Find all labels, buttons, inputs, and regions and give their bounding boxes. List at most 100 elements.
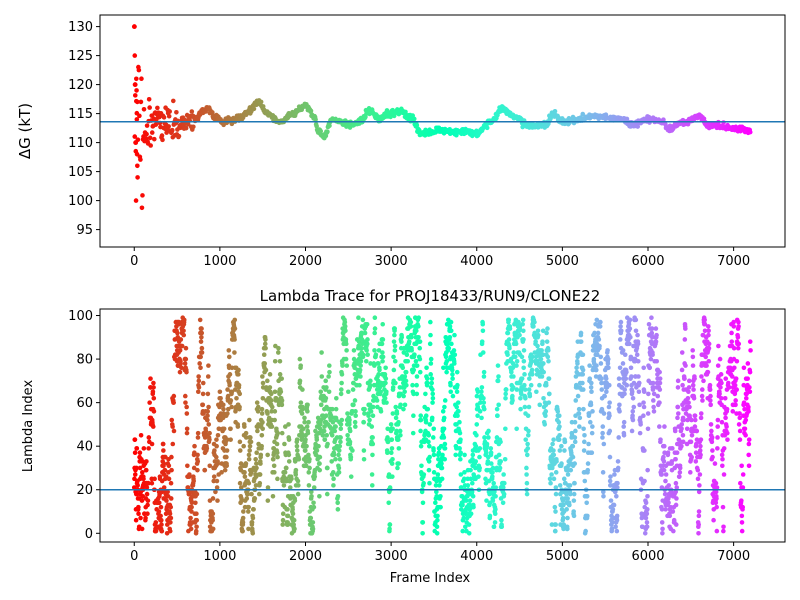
lambda-point bbox=[449, 341, 454, 347]
lambda-point bbox=[716, 343, 721, 349]
lambda-point bbox=[402, 374, 408, 379]
lambda-point bbox=[633, 328, 639, 334]
lambda-point bbox=[398, 432, 403, 438]
lambda-point bbox=[599, 376, 604, 381]
lambda-point bbox=[525, 441, 530, 447]
delta-g-y-ticks: 95 100 105 110 115 120 125 130 bbox=[68, 20, 100, 238]
lambda-point bbox=[499, 517, 504, 523]
lambda-point bbox=[314, 448, 320, 453]
lambda-point bbox=[302, 419, 307, 425]
lambda-point bbox=[570, 454, 576, 460]
lambda-point bbox=[481, 395, 486, 401]
lambda-point bbox=[292, 526, 297, 532]
lambda-point bbox=[428, 319, 433, 325]
lambda-point bbox=[535, 343, 540, 349]
delta-g-point bbox=[169, 127, 175, 133]
lambda-point bbox=[394, 411, 400, 416]
lambda-point bbox=[198, 365, 203, 371]
lambda-point bbox=[709, 428, 714, 434]
lambda-point bbox=[416, 335, 421, 340]
lambda-point bbox=[702, 328, 708, 334]
lambda-point bbox=[506, 317, 512, 323]
lambda-point bbox=[262, 341, 268, 347]
lambda-point bbox=[644, 524, 650, 530]
lambda-point bbox=[746, 441, 752, 447]
lambda-point bbox=[138, 432, 144, 438]
lambda-point bbox=[463, 498, 469, 503]
lambda-point bbox=[303, 463, 309, 469]
lambda-point bbox=[348, 474, 354, 479]
lambda-point bbox=[351, 348, 357, 353]
lambda-point bbox=[390, 426, 395, 432]
lambda-point bbox=[616, 376, 622, 381]
lambda-point bbox=[179, 365, 184, 371]
lambda-point bbox=[468, 476, 474, 482]
lambda-point bbox=[659, 507, 665, 512]
lambda-point bbox=[272, 409, 278, 414]
lambda-point bbox=[221, 406, 226, 412]
lambda-point bbox=[206, 363, 211, 368]
lambda-point bbox=[403, 378, 409, 384]
lambda-point bbox=[546, 358, 551, 364]
lambda-point bbox=[589, 430, 595, 436]
lambda-point bbox=[360, 317, 366, 323]
lambda-point bbox=[189, 504, 194, 510]
lambda-point bbox=[590, 424, 595, 429]
lambda-point bbox=[745, 361, 751, 366]
lambda-point bbox=[439, 465, 445, 471]
x-tick-label: 4000 bbox=[460, 254, 493, 269]
lambda-point bbox=[653, 326, 659, 331]
lambda-point bbox=[249, 470, 254, 475]
lambda-point bbox=[192, 450, 197, 456]
lambda-point bbox=[390, 474, 395, 479]
x-tick-label: 3000 bbox=[375, 254, 408, 269]
lambda-point bbox=[466, 530, 472, 536]
lambda-point bbox=[561, 502, 566, 508]
lambda-point bbox=[746, 409, 751, 414]
lambda-point bbox=[430, 435, 436, 440]
lambda-point bbox=[525, 413, 531, 419]
lambda-point bbox=[458, 456, 463, 462]
lambda-point bbox=[396, 437, 401, 442]
lambda-point bbox=[437, 483, 442, 488]
lambda-point bbox=[547, 476, 553, 482]
lambda-point bbox=[679, 350, 685, 355]
lambda-point bbox=[679, 422, 685, 427]
lambda-point bbox=[249, 491, 254, 497]
lambda-point bbox=[169, 454, 174, 460]
lambda-point bbox=[383, 365, 388, 371]
lambda-point bbox=[280, 517, 286, 523]
lambda-point bbox=[376, 348, 382, 353]
lambda-point bbox=[602, 393, 607, 399]
lambda-point bbox=[247, 448, 252, 453]
delta-g-point bbox=[135, 99, 140, 105]
lambda-point bbox=[224, 448, 230, 453]
lambda-point bbox=[242, 470, 247, 475]
lambda-point bbox=[318, 402, 324, 408]
lambda-point bbox=[747, 389, 753, 395]
lambda-point bbox=[502, 480, 507, 486]
lambda-point bbox=[390, 456, 395, 462]
lambda-point bbox=[429, 415, 435, 421]
lambda-point bbox=[660, 526, 665, 532]
lambda-point bbox=[672, 428, 678, 434]
lambda-point bbox=[471, 504, 476, 510]
lambda-point bbox=[627, 326, 633, 331]
lambda-point bbox=[362, 330, 368, 336]
lambda-point bbox=[396, 461, 401, 466]
lambda-point bbox=[585, 461, 591, 466]
delta-g-point bbox=[155, 105, 160, 111]
lambda-point bbox=[505, 352, 510, 358]
lambda-point bbox=[665, 450, 671, 456]
lambda-point bbox=[645, 426, 651, 432]
lambda-point bbox=[607, 478, 613, 484]
lambda-point bbox=[521, 337, 526, 342]
lambda-point bbox=[557, 432, 562, 438]
lambda-point bbox=[296, 456, 302, 462]
lambda-point bbox=[229, 389, 235, 395]
lambda-point bbox=[458, 437, 463, 442]
lambda-point bbox=[417, 369, 423, 375]
lambda-point bbox=[214, 478, 220, 484]
lambda-point bbox=[617, 365, 623, 371]
lambda-point bbox=[732, 365, 737, 371]
